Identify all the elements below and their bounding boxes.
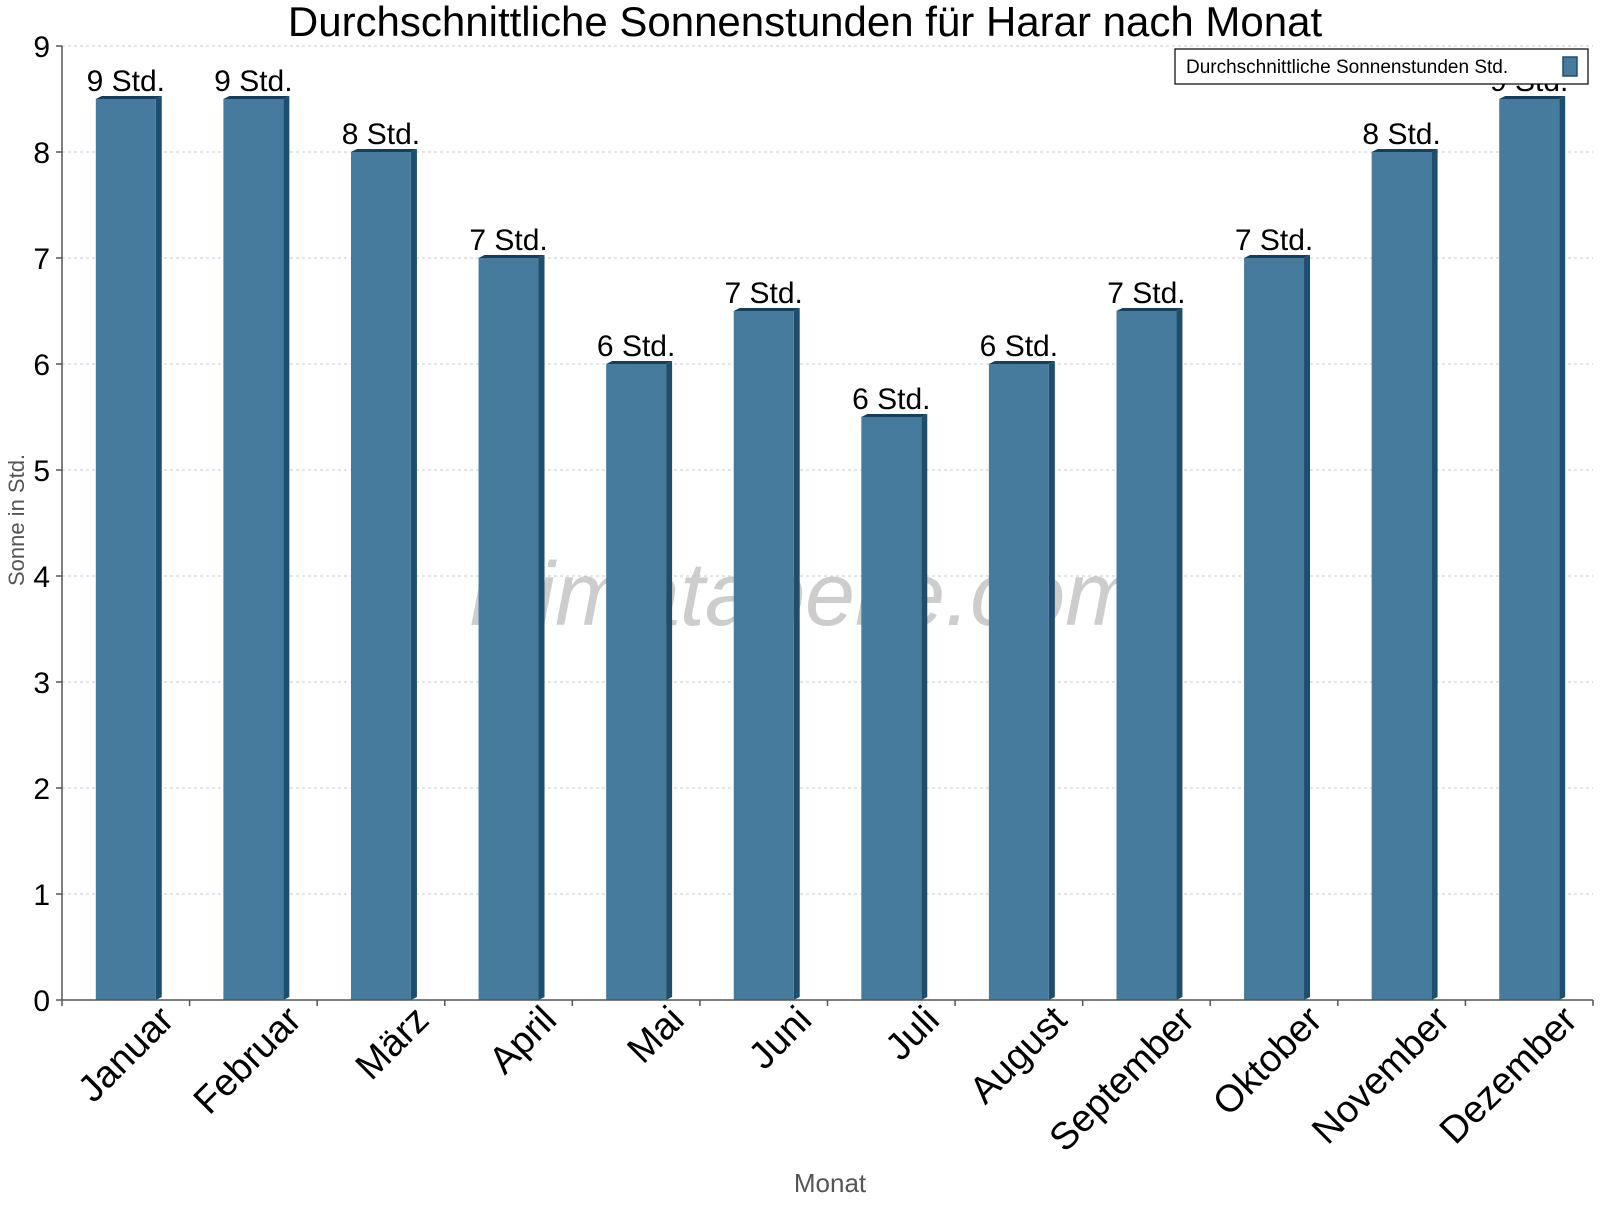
bar-top — [988, 361, 1055, 364]
bar-top — [478, 255, 545, 258]
bar-side — [921, 414, 928, 1000]
bar-face — [223, 99, 284, 1000]
bar-top — [733, 308, 800, 311]
x-tick-label: Mai — [619, 999, 692, 1072]
bar — [1499, 96, 1566, 1000]
bar — [478, 255, 545, 1000]
data-label: 8 Std. — [1362, 118, 1440, 151]
x-tick-labels: Januar Februar März April Mai Juni Juli AugustS… — [70, 998, 1586, 1159]
bar-face — [95, 99, 156, 1000]
x-tick-label: Dezember — [1432, 998, 1586, 1152]
y-tick-label: 2 — [33, 773, 50, 806]
y-tick-label: 3 — [33, 667, 50, 700]
x-tick-label: März — [348, 999, 437, 1088]
y-tick-labels: 0 1 2 3 4 5 6 7 8 9 — [33, 31, 50, 1018]
y-tick-label: 1 — [33, 879, 50, 912]
chart-title: Durchschnittliche Sonnenstunden für Hara… — [288, 0, 1323, 45]
y-tick-label: 7 — [33, 243, 50, 276]
y-axis-label: Sonne in Std. — [4, 454, 29, 586]
bar — [988, 361, 1055, 1000]
bar-face — [350, 152, 411, 1000]
bar — [861, 414, 928, 1000]
x-tick-label: Oktober — [1205, 998, 1331, 1124]
bar-face — [861, 417, 922, 1000]
bar-side — [666, 361, 673, 1000]
bar-top — [606, 361, 673, 364]
data-label: 7 Std. — [1107, 277, 1185, 310]
data-label: 8 Std. — [342, 118, 420, 151]
bar-top — [1244, 255, 1311, 258]
data-labels: 9 Std. 9 Std. 8 Std. 7 Std. 6 Std. 7 Std. 6 St… — [87, 65, 1569, 416]
bar-side — [793, 308, 800, 1000]
x-axis-label: Monat — [794, 1168, 867, 1198]
bar — [1244, 255, 1311, 1000]
bar-side — [283, 96, 290, 1000]
data-label: 6 Std. — [852, 383, 930, 416]
bar-side — [538, 255, 545, 1000]
bar-top — [223, 96, 290, 99]
x-tick-label: August — [962, 998, 1076, 1112]
y-tick-label: 6 — [33, 349, 50, 382]
bar — [350, 149, 417, 1000]
grid-lines — [62, 45, 1593, 895]
bars — [95, 96, 1566, 1000]
data-label: 9 Std. — [214, 65, 292, 98]
bar-top — [1499, 96, 1566, 99]
x-tick-label: Juni — [741, 999, 820, 1078]
axes — [56, 45, 1594, 1006]
bar-face — [988, 364, 1049, 1000]
x-tick-label: Februar — [186, 998, 310, 1122]
bar-face — [606, 364, 667, 1000]
bar-side — [410, 149, 417, 1000]
bar-face — [1116, 311, 1177, 1000]
bar-face — [1371, 152, 1432, 1000]
x-tick-label: November — [1304, 998, 1458, 1152]
x-tick-label: Juli — [878, 999, 948, 1069]
y-tick-label: 5 — [33, 455, 50, 488]
bar-face — [1244, 258, 1305, 1000]
x-tick-label: Januar — [70, 998, 182, 1110]
bar — [95, 96, 162, 1000]
bar-face — [733, 311, 794, 1000]
bar-side — [1304, 255, 1311, 1000]
bar — [606, 361, 673, 1000]
data-label: 9 Std. — [87, 65, 165, 98]
legend-box — [1174, 48, 1589, 85]
bar-face — [1499, 99, 1560, 1000]
bar-top — [350, 149, 417, 152]
y-tick-label: 4 — [33, 561, 50, 594]
bar-top — [1371, 149, 1438, 152]
bar-face — [478, 258, 539, 1000]
y-tick-label: 8 — [33, 137, 50, 170]
data-label: 7 Std. — [1235, 224, 1313, 257]
legend-swatch — [1562, 56, 1578, 77]
bar-top — [861, 414, 928, 417]
bar-side — [155, 96, 162, 1000]
bar — [223, 96, 290, 1000]
bar-side — [1176, 308, 1183, 1000]
bar — [1371, 149, 1438, 1000]
data-label: 7 Std. — [725, 277, 803, 310]
y-tick-label: 9 — [33, 31, 50, 64]
data-label: 6 Std. — [597, 330, 675, 363]
bar-side — [1048, 361, 1055, 1000]
data-label: 7 Std. — [469, 224, 547, 257]
x-tick-label: April — [481, 999, 564, 1082]
legend: Durchschnittliche Sonnenstunden Std. — [1174, 48, 1589, 85]
bar-top — [1116, 308, 1183, 311]
bar — [1116, 308, 1183, 1000]
bar-side — [1559, 96, 1566, 1000]
legend-label: Durchschnittliche Sonnenstunden Std. — [1186, 57, 1508, 78]
y-tick-label: 0 — [33, 985, 50, 1018]
data-label: 6 Std. — [980, 330, 1058, 363]
bar — [733, 308, 800, 1000]
bar-top — [95, 96, 162, 99]
bar-side — [1431, 149, 1438, 1000]
